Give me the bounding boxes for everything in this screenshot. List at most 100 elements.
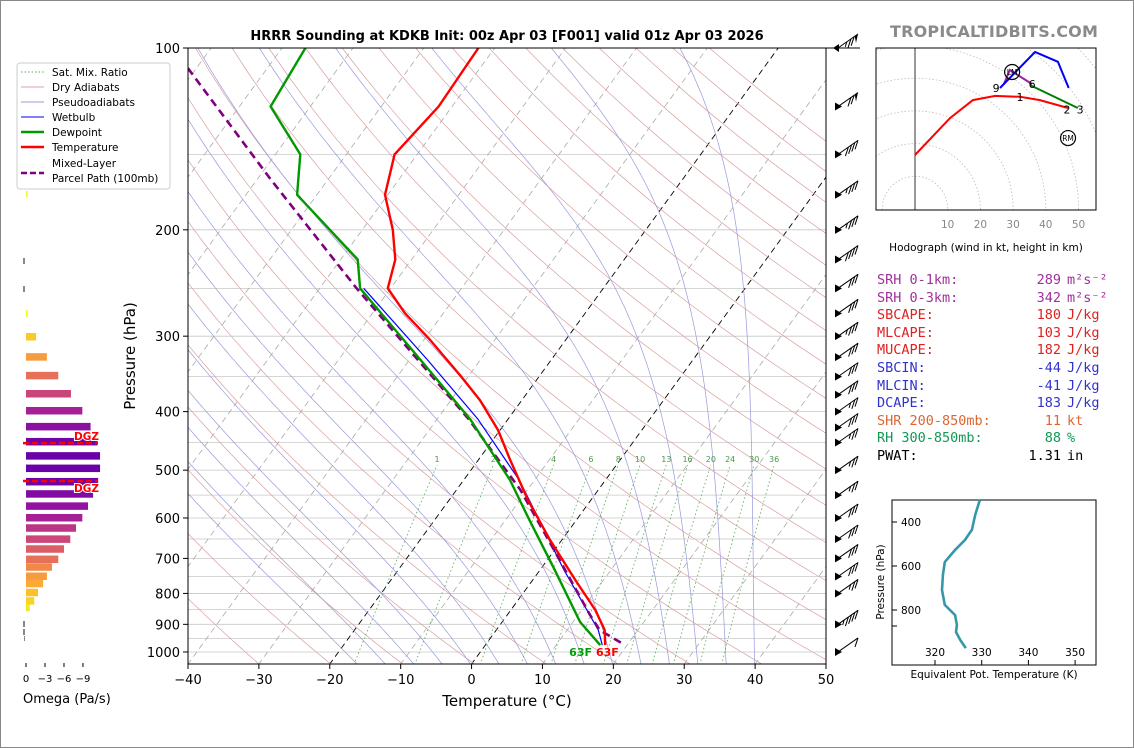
stat-value: -41: [1036, 377, 1061, 394]
legend-entry: Pseudoadiabats: [52, 97, 135, 109]
moist-adiabat: [188, 389, 443, 664]
omega-x-tick-label: −9: [76, 674, 91, 685]
wind-barb-shaft: [837, 321, 859, 337]
hodograph-segment: [1002, 68, 1033, 85]
stat-value: 183: [1036, 395, 1061, 412]
legend-entry: Dewpoint: [52, 127, 102, 139]
wind-barb-feather: [848, 417, 853, 428]
omega-x-tick-label: −3: [38, 674, 53, 685]
wind-barb-feather: [854, 562, 859, 572]
stat-row: MLCIN: -41 J/kg: [877, 378, 1108, 396]
stat-label: DCAPE:: [877, 395, 926, 412]
wind-barb-half-feather: [845, 188, 848, 194]
temperature-line: [383, 48, 607, 646]
stat-row: MUCAPE: 182 J/kg: [877, 342, 1108, 360]
wind-barb-feather: [851, 399, 856, 410]
stat-value: 88: [1044, 430, 1061, 447]
hodograph-ring: [876, 110, 1014, 210]
stat-unit: in: [1067, 447, 1084, 464]
dry-adiabat: [188, 344, 547, 664]
wind-barb-feather: [854, 299, 859, 309]
dry-adiabat: [188, 598, 260, 664]
wind-barb-half-feather: [845, 223, 848, 229]
surface-dewpoint-label: 63F: [569, 646, 592, 659]
omega-bar: [26, 452, 101, 460]
wind-barb-feather: [848, 220, 853, 230]
wind-barb-marker: [835, 309, 842, 318]
hodograph-ring: [881, 175, 949, 210]
wind-barb-shaft: [837, 298, 859, 314]
moist-adiabat: [188, 251, 528, 664]
mixing-ratio-label: 8: [616, 455, 621, 464]
moist-adiabat: [188, 303, 500, 664]
wind-barb: [833, 33, 859, 52]
wind-barb-feather: [851, 581, 856, 591]
wind-barb-shaft: [837, 413, 859, 428]
stat-value: 182: [1036, 342, 1061, 359]
hodograph-ring: [876, 48, 1079, 210]
wind-barb-feather: [850, 36, 855, 46]
wind-barb-feather: [854, 524, 859, 535]
moist-adiabat: [679, 48, 755, 664]
wind-barb-shaft: [837, 362, 859, 378]
stat-row: SRH 0-1km: 289 m²s⁻²: [877, 272, 1108, 290]
legend-box: [16, 62, 171, 190]
y-tick-label: 1000: [147, 646, 180, 661]
wind-barb-flag: [854, 92, 858, 102]
legend-entry: Temperature: [51, 142, 119, 154]
wind-barb-feather: [848, 529, 853, 539]
mixing-ratio-label: 36: [769, 455, 779, 464]
skewt-plot-area: 1 2 4 6 8 10 13 16 20 24 30 36: [188, 48, 826, 664]
wind-barb-feather: [851, 382, 856, 393]
wind-barb-feather: [851, 612, 856, 622]
isotherm-line: [400, 79, 826, 664]
wind-barb-feather: [848, 508, 853, 518]
wind-barb-shaft: [837, 637, 859, 653]
wind-barb-half-feather: [842, 619, 845, 626]
isotherm-line: [329, 48, 779, 664]
dry-adiabat: [415, 48, 826, 399]
x-tick-label: −10: [387, 673, 414, 688]
dry-adiabat: [268, 48, 826, 543]
wind-barb-half-feather: [848, 461, 852, 467]
legend: Sat. Mix. Ratio Dry Adiabats Pseudoadiabat…: [16, 62, 171, 190]
moist-adiabat: [188, 190, 557, 664]
wind-barb-shaft: [837, 544, 859, 559]
wind-barb: [835, 562, 859, 581]
wind-barb-feather: [851, 301, 856, 311]
omega-x-tick-label: −6: [57, 674, 72, 685]
omega-bar: [26, 371, 59, 380]
stat-label: SHR 200-850mb:: [877, 412, 991, 429]
omega-bar: [26, 406, 83, 415]
wind-barb-feather: [851, 217, 856, 228]
y-tick-label: 700: [155, 552, 180, 567]
dry-adiabat: [488, 48, 826, 332]
moist-adiabat: [259, 48, 642, 664]
stat-row: DCAPE: 183 J/kg: [877, 395, 1108, 413]
wind-barb: [835, 455, 859, 475]
wind-barb-marker: [835, 513, 842, 522]
wind-barb-feather: [844, 146, 849, 157]
mixing-ratio-label: 2: [491, 455, 496, 464]
wind-barb-feather: [848, 385, 853, 395]
theta-e-x-tick-label: 320: [925, 647, 945, 659]
omega-bar: [26, 513, 83, 522]
wind-barb-feather: [847, 97, 852, 107]
wind-barb-feather: [851, 182, 856, 193]
wind-barb-marker: [835, 390, 842, 399]
omega-bar: [26, 490, 94, 498]
theta-e-y-tick-label: 600: [901, 561, 921, 573]
wind-barb-shaft: [837, 562, 859, 577]
wind-barb-marker: [835, 620, 842, 629]
x-tick-label: 0: [467, 673, 475, 688]
wind-barb-marker: [835, 491, 842, 500]
wind-barb-shaft: [837, 33, 859, 49]
x-tick-label: 10: [534, 673, 551, 688]
dry-adiabat: [378, 48, 826, 434]
wind-barb-half-feather: [848, 433, 852, 439]
wind-barb-feather: [854, 322, 859, 332]
wind-barb-shaft: [837, 503, 859, 519]
stat-label: MLCAPE:: [877, 324, 934, 341]
stat-row: SBCAPE: 180 J/kg: [877, 307, 1108, 325]
